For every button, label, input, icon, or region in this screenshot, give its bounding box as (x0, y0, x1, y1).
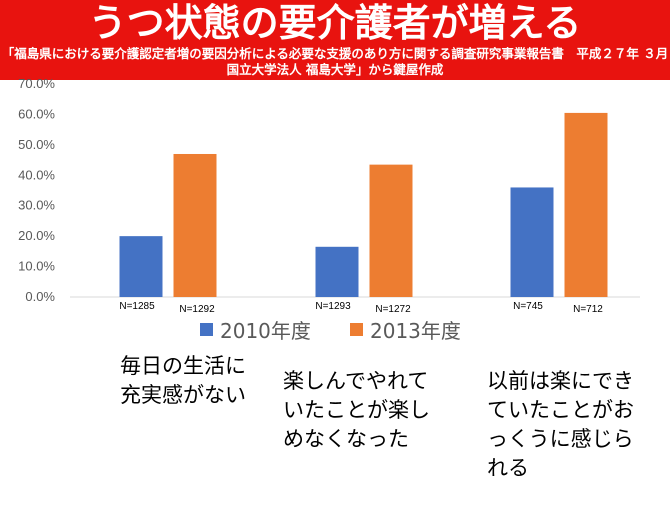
n-label-2013-1: N=1292 (179, 304, 215, 315)
bars (119, 112, 608, 298)
n-label-2013-3: N=712 (573, 304, 603, 315)
y-tick-label: 70.0% (18, 76, 55, 91)
sample-size-labels: N=1285 N=1293 N=745 N=1292 N=1272 N=712 (119, 301, 603, 315)
bar-2010-3 (510, 187, 554, 297)
bar-chart: 0.0%10.0%20.0%30.0%40.0%50.0%60.0%70.0% … (18, 76, 640, 343)
legend-label-2013: 2013年度 (370, 319, 461, 343)
n-label-2010-1: N=1285 (119, 301, 155, 312)
bar-2010-2 (315, 246, 359, 297)
y-tick-label: 0.0% (25, 289, 55, 304)
n-label-2013-2: N=1272 (375, 304, 411, 315)
bar-2013-1 (173, 153, 217, 297)
legend-swatch-2010 (200, 323, 213, 336)
y-tick-label: 30.0% (18, 198, 55, 213)
n-label-2010-2: N=1293 (315, 301, 351, 312)
category-description-2: 楽しんでやれていたことが楽しめなくなった (283, 369, 430, 451)
legend-swatch-2013 (350, 323, 363, 336)
n-label-2010-3: N=745 (513, 301, 543, 312)
bar-2013-3 (564, 112, 608, 298)
category-description-3: 以前は楽にできていたことがおっくうに感じられる (487, 369, 634, 480)
title-banner: うつ状態の要介護者が増える 「福島県における要介護認定者増の要因分析による必要な… (0, 0, 670, 80)
y-tick-label: 50.0% (18, 137, 55, 152)
y-tick-label: 60.0% (18, 106, 55, 121)
y-axis-ticks: 0.0% 10.0% 20.0% 30.0% 40.0% 50.0% 60.0% 70.0% (18, 76, 55, 304)
category-description-1: 毎日の生活に充実感がない (120, 354, 246, 407)
y-tick-label: 40.0% (18, 167, 55, 182)
page-title: うつ状態の要介護者が増える (88, 1, 582, 45)
source-citation: 「福島県における要介護認定者増の要因分析による必要な支援のあり方に関する調査研究… (1, 46, 670, 77)
legend-label-2010: 2010年度 (220, 319, 311, 343)
legend: 2010年度 2013年度 (200, 319, 461, 343)
bar-2013-2 (369, 164, 413, 297)
bar-2010-1 (119, 236, 163, 297)
y-tick-label: 10.0% (18, 259, 55, 274)
y-tick-label: 20.0% (18, 228, 55, 243)
